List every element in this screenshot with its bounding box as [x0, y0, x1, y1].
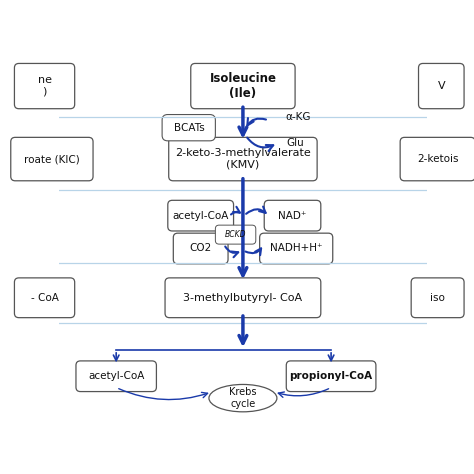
Text: acetyl-CoA: acetyl-CoA	[88, 371, 145, 381]
Text: 2-ketois: 2-ketois	[417, 154, 458, 164]
FancyBboxPatch shape	[165, 278, 321, 318]
FancyBboxPatch shape	[400, 137, 474, 181]
Text: propionyl-CoA: propionyl-CoA	[290, 371, 373, 381]
FancyBboxPatch shape	[162, 115, 215, 141]
Text: α-KG: α-KG	[285, 112, 310, 122]
FancyBboxPatch shape	[215, 225, 256, 244]
Text: acetyl-CoA: acetyl-CoA	[173, 210, 229, 220]
FancyBboxPatch shape	[14, 64, 75, 109]
Text: ne
): ne )	[37, 75, 52, 97]
Text: BCATs: BCATs	[173, 123, 204, 133]
Text: Glu: Glu	[286, 138, 304, 148]
Text: 3-methylbutyryl- CoA: 3-methylbutyryl- CoA	[183, 293, 302, 303]
FancyBboxPatch shape	[169, 137, 317, 181]
FancyBboxPatch shape	[168, 201, 234, 231]
FancyBboxPatch shape	[411, 278, 464, 318]
Text: CO2: CO2	[190, 244, 212, 254]
Text: NADH+H⁺: NADH+H⁺	[270, 244, 322, 254]
FancyBboxPatch shape	[76, 361, 156, 392]
Text: V: V	[438, 81, 445, 91]
FancyBboxPatch shape	[264, 201, 321, 231]
FancyBboxPatch shape	[419, 64, 464, 109]
Text: 2-keto-3-methylvalerate
(KMV): 2-keto-3-methylvalerate (KMV)	[175, 148, 311, 170]
Text: roate (KIC): roate (KIC)	[24, 154, 80, 164]
FancyBboxPatch shape	[191, 64, 295, 109]
FancyBboxPatch shape	[260, 233, 333, 264]
Text: Krebs
cycle: Krebs cycle	[229, 387, 257, 409]
Text: BCKD: BCKD	[225, 230, 246, 239]
FancyBboxPatch shape	[14, 278, 75, 318]
Text: NAD⁺: NAD⁺	[278, 210, 307, 220]
FancyBboxPatch shape	[11, 137, 93, 181]
Ellipse shape	[209, 384, 277, 412]
FancyBboxPatch shape	[286, 361, 376, 392]
Text: - CoA: - CoA	[31, 293, 58, 303]
Text: iso: iso	[430, 293, 445, 303]
FancyBboxPatch shape	[173, 233, 228, 264]
Text: Isoleucine
(Ile): Isoleucine (Ile)	[210, 72, 276, 100]
